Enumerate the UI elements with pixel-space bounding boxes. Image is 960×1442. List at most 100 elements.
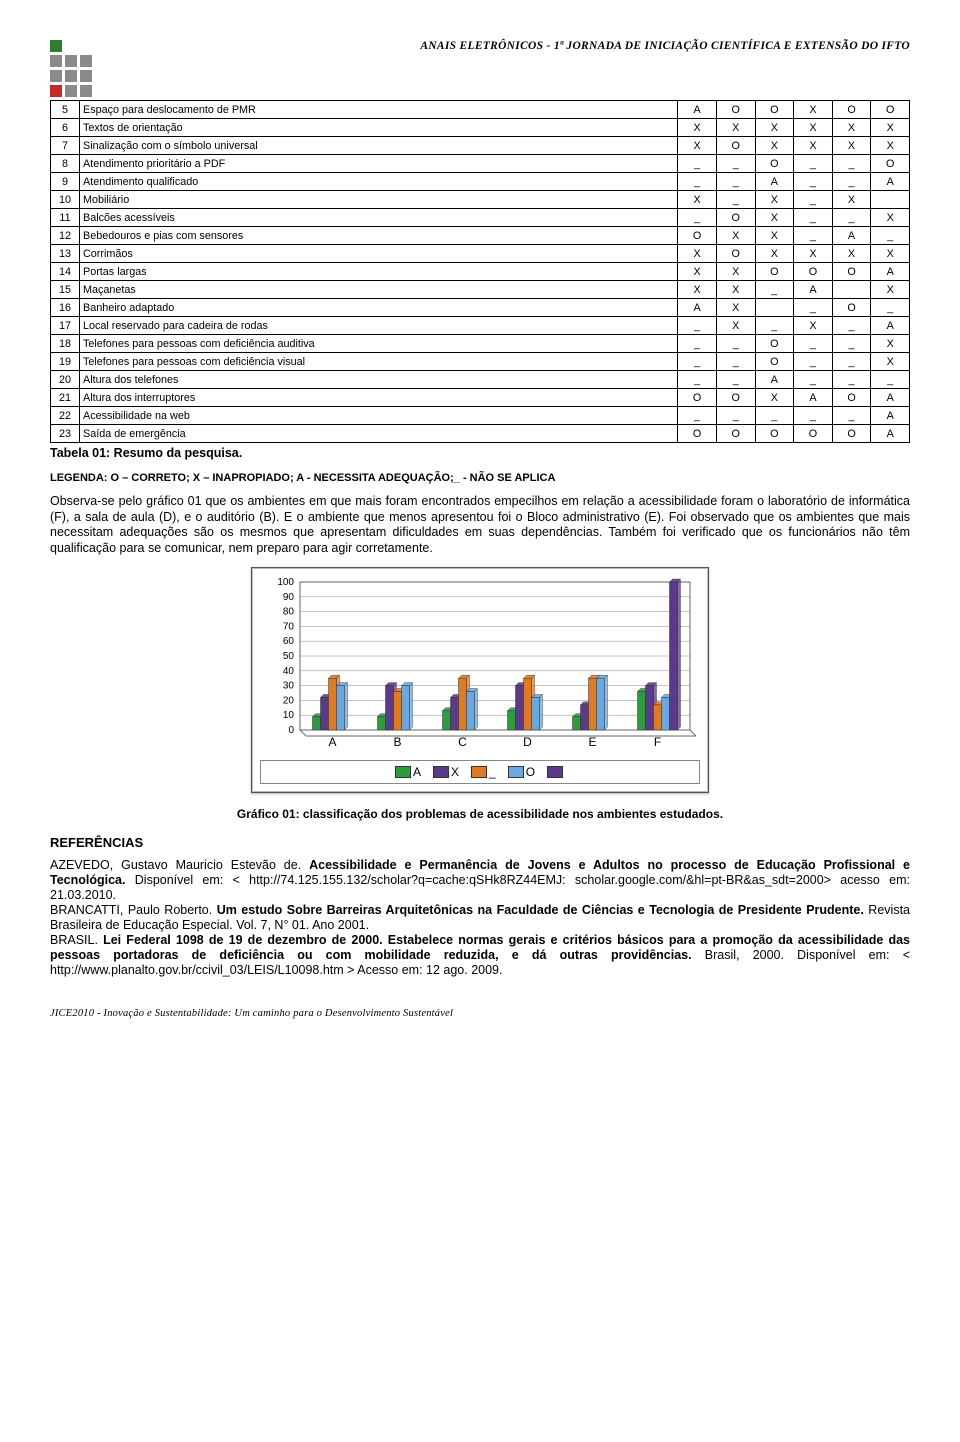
table-caption: Tabela 01: Resumo da pesquisa.	[50, 446, 910, 460]
row-desc: Balcões acessíveis	[80, 209, 678, 227]
row-desc: Altura dos telefones	[80, 371, 678, 389]
cell: X	[871, 119, 910, 137]
cell: O	[716, 245, 755, 263]
row-desc: Textos de orientação	[80, 119, 678, 137]
row-number: 5	[51, 101, 80, 119]
row-desc: Sinalização com o símbolo universal	[80, 137, 678, 155]
cell: _	[678, 317, 717, 335]
cell: O	[871, 155, 910, 173]
cell: _	[794, 155, 833, 173]
svg-text:0: 0	[288, 725, 294, 736]
svg-text:60: 60	[283, 636, 295, 647]
cell: _	[832, 335, 871, 353]
cell: _	[832, 173, 871, 191]
references-body: AZEVEDO, Gustavo Mauricio Estevão de. Ac…	[50, 858, 910, 978]
cell: X	[678, 245, 717, 263]
cell: X	[716, 281, 755, 299]
row-number: 20	[51, 371, 80, 389]
svg-text:30: 30	[283, 680, 295, 691]
cell: O	[755, 353, 794, 371]
cell: O	[716, 209, 755, 227]
row-desc: Atendimento qualificado	[80, 173, 678, 191]
cell: _	[832, 317, 871, 335]
row-desc: Corrimãos	[80, 245, 678, 263]
cell: X	[871, 245, 910, 263]
cell: _	[871, 371, 910, 389]
row-desc: Local reservado para cadeira de rodas	[80, 317, 678, 335]
cell: _	[794, 299, 833, 317]
cell: X	[755, 389, 794, 407]
cell: X	[755, 245, 794, 263]
header-title: ANAIS ELETRÔNICOS - 1ª JORNADA DE INICIA…	[50, 40, 910, 52]
cell: O	[678, 389, 717, 407]
cell: A	[832, 227, 871, 245]
svg-text:10: 10	[283, 710, 295, 721]
bar-chart: 0102030405060708090100ABCDEF	[260, 574, 700, 754]
svg-text:50: 50	[283, 651, 295, 662]
cell: _	[832, 353, 871, 371]
svg-text:100: 100	[277, 577, 294, 588]
cell: X	[794, 119, 833, 137]
header-logo	[50, 40, 92, 100]
row-number: 11	[51, 209, 80, 227]
cell: X	[794, 101, 833, 119]
cell: A	[794, 389, 833, 407]
row-number: 15	[51, 281, 80, 299]
cell: X	[678, 263, 717, 281]
cell: _	[716, 371, 755, 389]
cell: O	[832, 389, 871, 407]
cell: _	[794, 335, 833, 353]
legend-text: LEGENDA: O – CORRETO; X – INAPROPIADO; A…	[50, 472, 910, 484]
cell: A	[871, 173, 910, 191]
cell: X	[755, 119, 794, 137]
cell: X	[832, 137, 871, 155]
cell: A	[871, 317, 910, 335]
row-number: 16	[51, 299, 80, 317]
cell: _	[755, 281, 794, 299]
cell: _	[678, 209, 717, 227]
cell: _	[871, 227, 910, 245]
row-number: 12	[51, 227, 80, 245]
svg-text:D: D	[523, 735, 532, 749]
chart-container: 0102030405060708090100ABCDEF AX_O	[50, 567, 910, 793]
cell: _	[794, 371, 833, 389]
cell: _	[716, 155, 755, 173]
cell: _	[832, 155, 871, 173]
cell: A	[871, 407, 910, 425]
cell: X	[755, 209, 794, 227]
cell: _	[678, 371, 717, 389]
row-desc: Telefones para pessoas com deficiência a…	[80, 335, 678, 353]
cell: _	[716, 335, 755, 353]
cell: _	[678, 353, 717, 371]
svg-text:C: C	[458, 735, 467, 749]
cell: X	[832, 119, 871, 137]
cell: X	[794, 137, 833, 155]
cell: O	[832, 263, 871, 281]
row-number: 23	[51, 425, 80, 443]
cell: X	[678, 119, 717, 137]
cell: _	[794, 227, 833, 245]
cell: O	[716, 101, 755, 119]
page-footer: JICE2010 - Inovação e Sustentabilidade: …	[50, 1008, 910, 1019]
row-desc: Portas largas	[80, 263, 678, 281]
svg-text:40: 40	[283, 665, 295, 676]
cell: A	[871, 389, 910, 407]
cell: X	[716, 263, 755, 281]
row-number: 22	[51, 407, 80, 425]
row-desc: Atendimento prioritário a PDF	[80, 155, 678, 173]
cell: _	[794, 209, 833, 227]
cell: O	[794, 263, 833, 281]
cell: X	[678, 137, 717, 155]
cell: X	[832, 245, 871, 263]
cell: _	[871, 299, 910, 317]
legend-item: X	[433, 765, 459, 779]
cell: X	[755, 137, 794, 155]
cell: _	[716, 191, 755, 209]
row-number: 8	[51, 155, 80, 173]
cell: X	[678, 281, 717, 299]
cell: A	[755, 173, 794, 191]
cell: O	[678, 425, 717, 443]
cell: O	[755, 425, 794, 443]
cell: _	[716, 407, 755, 425]
cell: _	[832, 209, 871, 227]
